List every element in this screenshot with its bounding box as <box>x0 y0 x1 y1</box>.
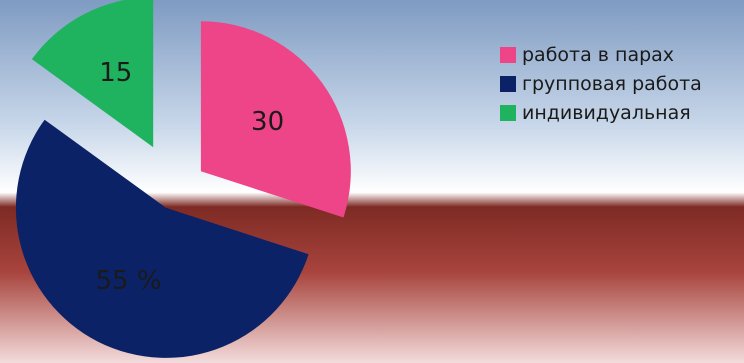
legend-item-individual: индивидуальная <box>500 98 702 127</box>
pie-slice-individual <box>31 0 154 148</box>
legend-item-pairs: работа в парах <box>500 40 702 69</box>
legend-item-group: групповая работа <box>500 69 702 98</box>
slice-label-group: 55 % <box>95 266 161 296</box>
legend-label-group: групповая работа <box>522 72 702 95</box>
slice-label-individual: 15 <box>99 58 132 88</box>
legend-swatch-pairs <box>500 46 516 63</box>
legend-label-individual: индивидуальная <box>522 101 691 124</box>
pie-slice-group <box>15 119 309 358</box>
chart-legend: работа в парах групповая работа индивиду… <box>500 40 702 127</box>
pie-slice-pairs <box>200 21 351 218</box>
slice-label-pairs: 30 <box>251 107 284 137</box>
legend-swatch-group <box>500 75 516 92</box>
legend-label-pairs: работа в парах <box>522 43 675 66</box>
legend-swatch-individual <box>500 104 516 121</box>
